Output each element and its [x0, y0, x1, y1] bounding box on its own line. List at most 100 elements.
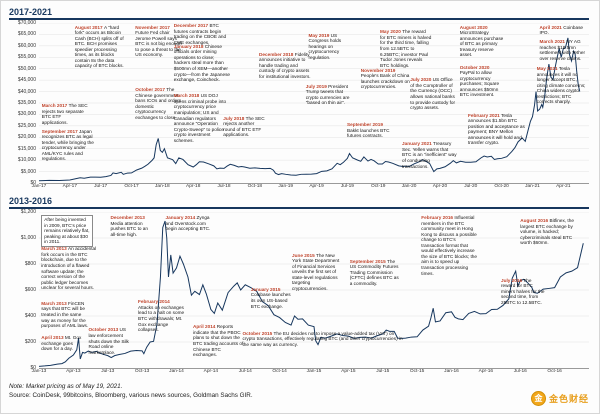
y-tick-label: $200 [24, 339, 36, 345]
x-tick-label: Jul-19 [340, 184, 354, 189]
x-tick-label: Oct-20 [494, 184, 509, 189]
annotation-text: Fidelity announces initiative to handle … [259, 51, 311, 79]
annotation-text: The reward for BTC miners halves for the… [501, 277, 545, 305]
x-tick-label: Jul-13 [101, 369, 115, 374]
annotation-date: November 2019 [360, 67, 396, 73]
annotation-text: Japan recognizes BTC as legal tender, wh… [41, 128, 94, 162]
y-tick-label: $1,000 [20, 234, 36, 241]
x-tick-label: Jan-19 [278, 184, 294, 189]
annotation: July 2020 US Office of the Comptroller o… [410, 77, 457, 110]
annotation-date: July 2019 [305, 83, 329, 89]
annotation: February 2014 Attacks on exchanges lead … [138, 299, 185, 332]
annotation: April 2021 Coinbase IPO. [540, 25, 584, 36]
annotation-date: January 2018 [173, 43, 205, 49]
y-tick-label: $1,200 [20, 209, 36, 215]
x-tick-label: Jul-16 [513, 369, 527, 374]
y-tick-label: $25,000 [17, 122, 36, 129]
annotation: September 2015 The US Commodity Futures … [350, 259, 400, 287]
annotation-text: Treasury Sec. Yellen warns that BTC is a… [402, 141, 457, 169]
annotation: June 2015 The New York State Department … [292, 253, 344, 292]
annotation-text: Bitfinex, the largest BTC exchange by vo… [520, 218, 574, 246]
annotation: March 2013 FinCEN says that BTC will be … [41, 301, 91, 329]
annotation-text: Mt. Gox exchange goes down for a day. [41, 335, 82, 352]
annotation: August 2016 Bitfinex, the largest BTC ex… [520, 218, 575, 246]
annotation-date: September 2015 [349, 258, 388, 264]
annotation: September 2017 Japan recognizes BTC as l… [42, 129, 94, 162]
annotation-text: An accidental fork occurs in the BTC blo… [41, 246, 97, 291]
annotation-date: January 2014 [165, 215, 197, 221]
annotation-date: August 2020 [459, 24, 488, 30]
annotation: May 2021 Tesla announces it will no long… [537, 66, 587, 105]
annotation: May 2020 The reward for BTC miners is ha… [380, 29, 432, 68]
annotation: March 2017 The SEC rejects two separate … [42, 103, 89, 125]
y-tick-label: $30,000 [17, 111, 36, 118]
annotation-text: The SEC rejects two separate BTC ETF app… [41, 103, 88, 125]
annotation: December 2018 Fidelity announces initiat… [259, 52, 311, 80]
y-tick-label: $65,000 [17, 31, 36, 38]
annotation: March 2018 US DOJ opens criminal probe i… [174, 93, 232, 143]
annotation-date: March 2013 [41, 300, 69, 306]
annotation-text: Tesla announces it will no longer accept… [536, 66, 586, 105]
annotation-text: Coinbase IPO. [539, 24, 584, 36]
annotation-text: US Office of the Comptroller of the Curr… [410, 77, 456, 111]
annotation: March 2013 An accidental fork occurs in … [41, 246, 96, 290]
plot-area: March 2017 The SEC rejects two separate … [39, 23, 589, 184]
annotation-text: Bakkt launches BTC futures contracts. [347, 127, 390, 139]
annotation: March 2021 NY AG reaches $18.5mn settlem… [540, 39, 587, 61]
y-axis: $0 $5,000 $10,000 $15,000 $20,000 $25,000 $30,… [9, 20, 39, 186]
annotation-date: June 2015 [292, 252, 316, 258]
annotation-date: November 2017 [135, 24, 170, 30]
annotation-date: March 2018 [173, 93, 201, 99]
x-tick-label: Oct-16 [547, 369, 562, 374]
annotation: October 2013 US law enforcement shuts do… [89, 327, 133, 355]
x-tick-label: Jul-18 [217, 184, 231, 189]
annotation: April 2014 Reports indicate that the PBO… [193, 324, 245, 357]
y-axis: $0 $200 $400 $600 $800 $1,000 $1,200 [9, 209, 39, 371]
chart-2017-2021: $0 $5,000 $10,000 $15,000 $20,000 $25,000 $30,… [9, 20, 589, 186]
section-2013-2016: 2013-2016 $0 $200 $400 $600 $800 $1,000 $1,200… [9, 196, 589, 377]
annotation-text: The New York State Department of Financi… [292, 252, 340, 291]
annotation-date: July 2020 [410, 77, 433, 83]
annotation: October 2020 PayPal to allow cryptocurre… [460, 65, 504, 98]
annotation-text: People's Bank of China launches crackdow… [360, 73, 410, 90]
annotation-text: US Congress holds hearings on cryptocurr… [308, 32, 342, 60]
annotation-text: The reward for BTC miners is halved for … [380, 29, 432, 68]
annotation-date: July 2018 [223, 115, 246, 121]
section-title-2013-2016: 2013-2016 [9, 196, 589, 209]
annotation: July 2018 The SEC rejects another round … [223, 116, 267, 138]
x-tick-label: Apr-13 [66, 369, 81, 374]
x-tick-label: Jul-20 [464, 184, 478, 189]
chart-2013-2016: $0 $200 $400 $600 $800 $1,000 $1,200 After bei… [9, 209, 589, 371]
x-tick-label: Oct-17 [124, 184, 139, 189]
x-tick-label: Jan-17 [31, 184, 47, 189]
annotation-date: May 2021 [536, 66, 559, 72]
annotation: February 2021 Tesla announces $1.5bn BTC… [468, 113, 526, 146]
watermark-text: 金色财经 [548, 394, 589, 404]
annotation-text: Future Fed chair Jerome Powell says BTC … [135, 30, 182, 58]
annotation: August 2020 MicroStrategy announces purc… [460, 25, 504, 58]
annotation-date: October 2015 [242, 330, 274, 336]
annotation-text: Attacks on exchanges lead to a halt on s… [138, 304, 185, 333]
annotation-text: Tesla announces $1.5bn BTC position and … [468, 112, 525, 146]
price-line [39, 221, 583, 366]
annotation-text: FinCEN says that BTC will be treated in … [41, 300, 89, 329]
x-tick-label: Apr-21 [556, 184, 571, 189]
annotation-date: February 2014 [138, 299, 170, 305]
annotation-text: NY AG reaches $18.5mn settlement with Te… [539, 39, 586, 61]
y-tick-label: $0 [30, 180, 36, 186]
annotation-date: May 2019 [308, 32, 331, 38]
annotation-date: February 2016 [421, 215, 455, 221]
annotation-date: December 2017 [173, 23, 210, 28]
watermark-logo: 金 金色财经 [530, 391, 589, 406]
annotation-date: February 2021 [468, 112, 502, 118]
annotation: January 2021 Treasury Sec. Yellen warns … [402, 141, 457, 169]
annotation: January 2014 Zynga and Overstock.com beg… [166, 215, 213, 232]
x-tick-label: Apr-19 [309, 184, 324, 189]
x-tick-label: Apr-20 [432, 184, 448, 189]
annotation-date: January 2021 [402, 141, 434, 147]
x-tick-label: Jul-17 [94, 184, 108, 189]
annotation: November 2019 People's Bank of China lau… [361, 68, 411, 90]
gold-coin-icon: 金 [530, 391, 546, 406]
annotation-date: September 2019 [347, 122, 383, 128]
source-text: Source: CoinDesk, 99bitcoins, Bloomberg,… [9, 391, 253, 399]
